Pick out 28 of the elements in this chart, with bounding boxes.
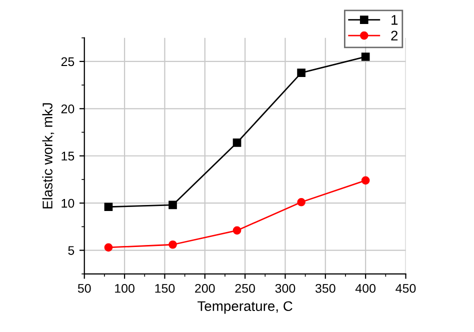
point [361, 176, 370, 185]
y-tick-label: 5 [68, 246, 74, 255]
point [104, 243, 113, 252]
x-tick-label: 400 [355, 284, 376, 293]
x-tick-label: 300 [275, 284, 296, 293]
y-tick-label: 20 [61, 104, 74, 114]
point [232, 138, 242, 147]
point [361, 52, 370, 61]
x-tick-label: 250 [235, 284, 255, 293]
point [232, 226, 242, 235]
legend-label: 2 [391, 30, 398, 40]
x-tick-label: 100 [115, 284, 134, 293]
y-tick-label: 10 [62, 198, 74, 208]
point [297, 198, 306, 206]
x-tick-label: 50 [78, 284, 91, 293]
y-tick-label: 25 [61, 57, 74, 66]
x-tick-label: 150 [155, 284, 175, 293]
x-tick-label: 200 [195, 284, 215, 293]
legend-label: 1 [392, 15, 398, 25]
point [104, 202, 113, 212]
x-axis-title: Temperature, C [198, 301, 292, 314]
y-axis-title: Elastic work, mkJ [42, 103, 54, 208]
point [168, 200, 177, 210]
point [168, 240, 177, 249]
x-tick-label: 350 [315, 284, 336, 293]
point [297, 68, 306, 77]
y-tick-label: 15 [62, 152, 74, 161]
x-tick-label: 450 [396, 284, 416, 293]
